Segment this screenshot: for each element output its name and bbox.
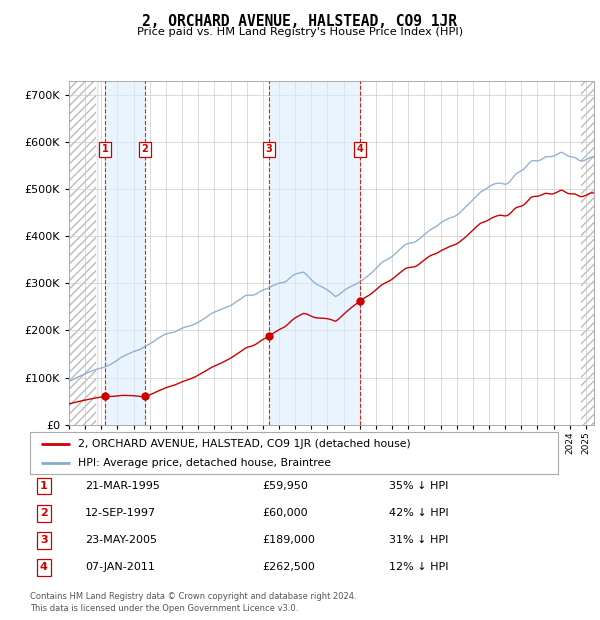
Bar [269,81,360,425]
Text: 07-JAN-2011: 07-JAN-2011 [85,562,155,572]
Text: 21-MAR-1995: 21-MAR-1995 [85,481,160,491]
Text: £262,500: £262,500 [262,562,315,572]
Bar [73,81,75,425]
Bar [93,81,95,425]
Text: 2: 2 [142,144,148,154]
Bar [105,81,145,425]
Bar [581,81,594,425]
Text: 1: 1 [40,481,47,491]
Text: 2: 2 [40,508,47,518]
Text: 3: 3 [40,535,47,546]
Bar [81,81,83,425]
Text: 2, ORCHARD AVENUE, HALSTEAD, CO9 1JR: 2, ORCHARD AVENUE, HALSTEAD, CO9 1JR [143,14,458,29]
Text: Price paid vs. HM Land Registry's House Price Index (HPI): Price paid vs. HM Land Registry's House … [137,27,463,37]
Text: 4: 4 [357,144,364,154]
Text: 23-MAY-2005: 23-MAY-2005 [85,535,157,546]
Bar [97,81,100,425]
Text: 1: 1 [101,144,108,154]
Text: Contains HM Land Registry data © Crown copyright and database right 2024.: Contains HM Land Registry data © Crown c… [30,592,356,601]
Text: 3: 3 [266,144,272,154]
Text: 31% ↓ HPI: 31% ↓ HPI [389,535,448,546]
Text: 42% ↓ HPI: 42% ↓ HPI [389,508,448,518]
Text: £59,950: £59,950 [262,481,308,491]
Bar [69,81,98,425]
Text: 12-SEP-1997: 12-SEP-1997 [85,508,157,518]
Text: This data is licensed under the Open Government Licence v3.0.: This data is licensed under the Open Gov… [30,603,298,613]
Text: £60,000: £60,000 [262,508,307,518]
Text: 2, ORCHARD AVENUE, HALSTEAD, CO9 1JR (detached house): 2, ORCHARD AVENUE, HALSTEAD, CO9 1JR (de… [77,438,410,448]
Bar [89,81,91,425]
Bar [77,81,79,425]
Text: 4: 4 [40,562,48,572]
Text: £189,000: £189,000 [262,535,315,546]
Bar [69,81,97,425]
Bar [85,81,87,425]
Bar [69,81,71,425]
Text: HPI: Average price, detached house, Braintree: HPI: Average price, detached house, Brai… [77,458,331,468]
Text: 12% ↓ HPI: 12% ↓ HPI [389,562,448,572]
Text: 35% ↓ HPI: 35% ↓ HPI [389,481,448,491]
